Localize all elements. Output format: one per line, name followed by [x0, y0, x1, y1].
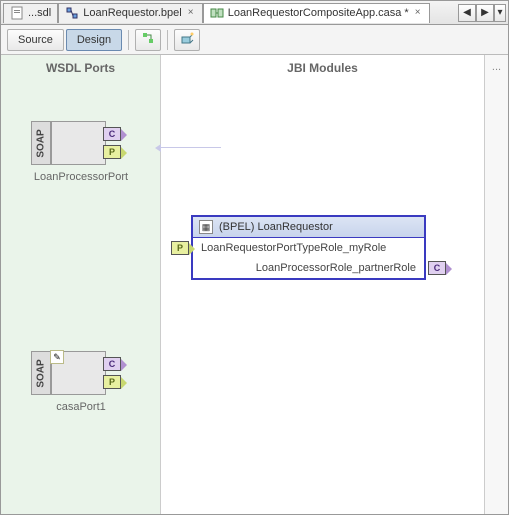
external-column: ... — [484, 55, 508, 514]
tab-label: ...sdl — [28, 7, 51, 19]
bpel-icon — [65, 6, 79, 20]
provide-endpoint-icon[interactable]: P — [103, 375, 121, 389]
source-button[interactable]: Source — [7, 29, 64, 51]
casa-icon — [210, 6, 224, 20]
wsdl-port-node[interactable]: SOAP C P LoanProcessorPort — [31, 115, 131, 183]
wsdl-header: WSDL Ports — [1, 55, 160, 81]
bpel-module[interactable]: ▦ (BPEL) LoanRequestor P LoanRequestorPo… — [191, 215, 426, 280]
consume-endpoint-icon[interactable]: C — [428, 261, 446, 275]
module-title: (BPEL) LoanRequestor — [219, 221, 333, 233]
role-label: LoanProcessorRole_partnerRole — [256, 262, 416, 274]
provide-endpoint-icon[interactable]: P — [171, 241, 189, 255]
module-role-row[interactable]: P LoanRequestorPortTypeRole_myRole — [193, 238, 424, 258]
port-caption: casaPort1 — [31, 401, 131, 413]
wsdl-ports-column: WSDL Ports SOAP C P LoanProcessorPort SO… — [1, 55, 161, 514]
wsdl-port-node[interactable]: SOAP ✎ C P casaPort1 — [31, 345, 131, 413]
editor-tabbar: ...sdl LoanRequestor.bpel × LoanRequesto… — [1, 1, 508, 25]
tab-dropdown[interactable]: ▾ — [494, 4, 506, 22]
tab-label: LoanRequestor.bpel — [83, 7, 181, 19]
design-button[interactable]: Design — [66, 29, 122, 51]
external-label: ... — [492, 61, 501, 514]
module-role-row[interactable]: LoanProcessorRole_partnerRole C — [193, 258, 424, 278]
jbi-header: JBI Modules — [161, 55, 484, 81]
design-canvas: WSDL Ports SOAP C P LoanProcessorPort SO… — [1, 55, 508, 514]
deploy-button[interactable] — [174, 29, 200, 51]
tab-scroll-right[interactable]: ▶ — [476, 4, 494, 22]
build-icon — [141, 31, 155, 48]
jbi-modules-column: JBI Modules ▦ (BPEL) LoanRequestor P Loa… — [161, 55, 484, 514]
port-body — [51, 121, 106, 165]
tab-sdl[interactable]: ...sdl — [3, 3, 58, 23]
protocol-label: SOAP — [31, 351, 51, 395]
protocol-label: SOAP — [31, 121, 51, 165]
file-icon — [10, 6, 24, 20]
port-body: ✎ — [51, 351, 106, 395]
module-icon: ▦ — [199, 220, 213, 234]
close-icon[interactable]: × — [413, 8, 423, 18]
tab-casa[interactable]: LoanRequestorCompositeApp.casa * × — [203, 3, 430, 23]
close-icon[interactable]: × — [186, 8, 196, 18]
tab-nav: ◀ ▶ ▾ — [458, 4, 506, 22]
tab-scroll-left[interactable]: ◀ — [458, 4, 476, 22]
consume-endpoint-icon[interactable]: C — [103, 127, 121, 141]
port-caption: LoanProcessorPort — [31, 171, 131, 183]
connection-wire — [161, 147, 221, 148]
edit-badge-icon: ✎ — [50, 350, 64, 364]
provide-endpoint-icon[interactable]: P — [103, 145, 121, 159]
consume-endpoint-icon[interactable]: C — [103, 357, 121, 371]
editor-toolbar: Source Design — [1, 25, 508, 55]
toolbar-separator — [167, 30, 168, 50]
tab-label: LoanRequestorCompositeApp.casa * — [228, 7, 409, 19]
role-label: LoanRequestorPortTypeRole_myRole — [201, 242, 386, 254]
tab-bpel[interactable]: LoanRequestor.bpel × — [58, 3, 202, 23]
module-header[interactable]: ▦ (BPEL) LoanRequestor — [193, 217, 424, 238]
deploy-icon — [180, 31, 194, 48]
build-button[interactable] — [135, 29, 161, 51]
toolbar-separator — [128, 30, 129, 50]
